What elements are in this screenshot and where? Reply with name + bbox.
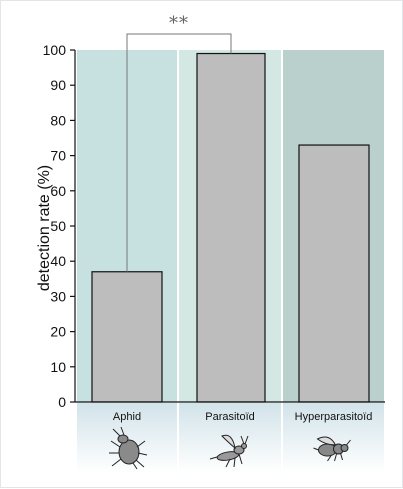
bar-hyperparasitod — [298, 144, 370, 403]
bars — [91, 52, 370, 403]
y-tick-label: 50 — [50, 218, 66, 234]
y-axis: 0 10 20 30 40 50 60 70 80 90 100 — [43, 42, 385, 410]
category-labels: Aphid Parasitoïd Hyperparasitoïd — [113, 411, 372, 423]
significance-bracket: ** — [126, 13, 232, 272]
y-tick-label: 100 — [43, 42, 67, 58]
bar-parasitod — [196, 52, 266, 403]
y-tick-label: 80 — [50, 112, 66, 128]
y-tick-label: 70 — [50, 148, 66, 164]
category-icons — [109, 426, 351, 470]
category-label-hyperparasitod: Hyperparasitoïd — [295, 411, 373, 423]
category-label-aphid: Aphid — [113, 411, 141, 423]
hyperparasitoid-wasp-icon — [313, 436, 351, 462]
significance-line — [126, 33, 232, 272]
significance-marker: ** — [169, 13, 189, 34]
category-label-parasitod: Parasitoïd — [205, 411, 255, 423]
parasitoid-wasp-icon — [209, 434, 249, 468]
y-tick-label: 0 — [58, 394, 66, 410]
y-tick-label: 10 — [50, 359, 66, 375]
icon-strip-cell — [283, 403, 384, 473]
bar-aphid — [91, 271, 163, 403]
y-tick-label: 90 — [50, 77, 66, 93]
y-tick-label: 40 — [50, 253, 66, 269]
y-tick-label: 60 — [50, 183, 66, 199]
y-tick-label: 20 — [50, 324, 66, 340]
y-tick-label: 30 — [50, 288, 66, 304]
aphid-icon — [109, 426, 148, 470]
y-axis-label: detection rate (%) — [36, 165, 53, 291]
